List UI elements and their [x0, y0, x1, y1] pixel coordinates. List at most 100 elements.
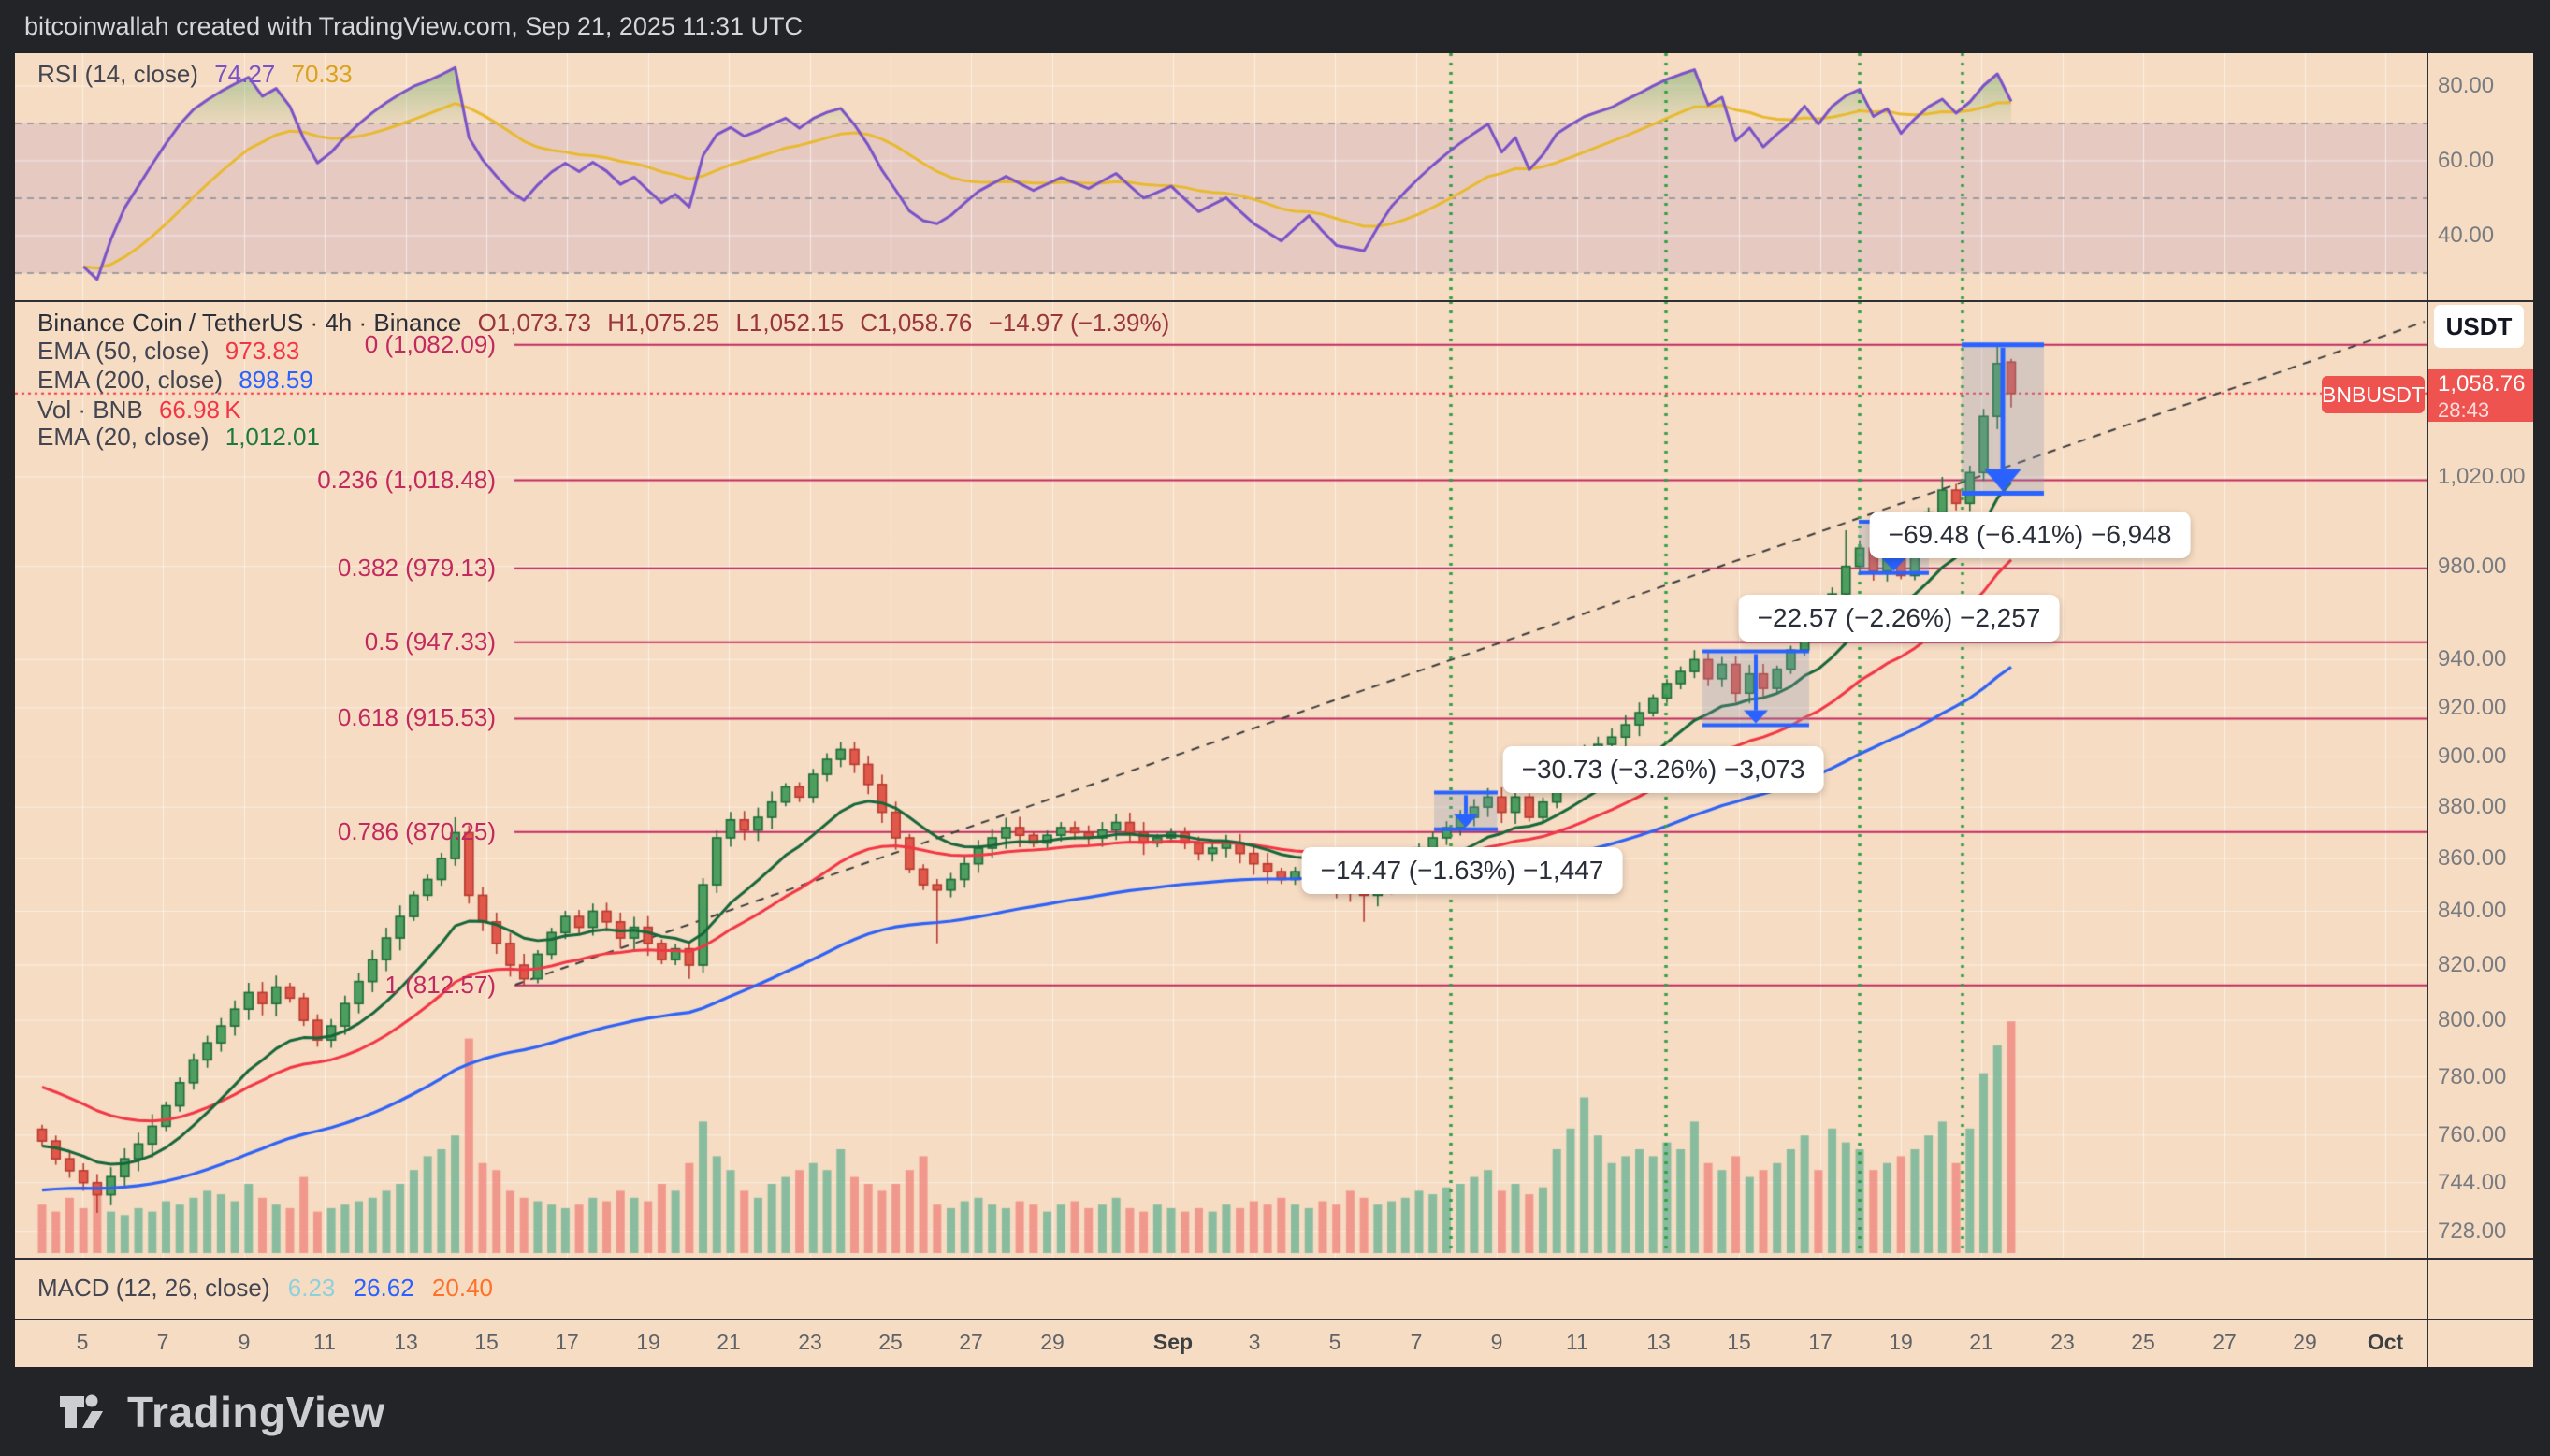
- tradingview-logo-icon[interactable]: [58, 1389, 112, 1435]
- price-axis-tick: 728.00: [2438, 1218, 2507, 1244]
- price-axis-tick: 880.00: [2438, 794, 2507, 820]
- macd-legend[interactable]: MACD (12, 26, close) 6.23 26.62 20.40: [37, 1274, 504, 1303]
- last-price-value: 1,058.76: [2438, 371, 2526, 396]
- ema50-value: 973.83: [225, 337, 300, 365]
- ema20-legend[interactable]: EMA (20, close) 1,012.01: [37, 423, 329, 452]
- price-pane-canvas[interactable]: [15, 301, 2427, 1258]
- ohlc-open: O1,073.73: [477, 309, 591, 337]
- time-axis[interactable]: 5 7 9 11 13 15 17 19 21 23 25 27 29 Sep 3 5 7 9 11 13 15 17 19…: [15, 1319, 2427, 1367]
- rsi-pane-canvas[interactable]: [15, 53, 2427, 301]
- time-axis-tick: 15: [474, 1330, 499, 1354]
- time-axis-tick: 9: [238, 1330, 251, 1354]
- pane-separator[interactable]: [15, 300, 2533, 302]
- macd-label: MACD (12, 26, close): [37, 1274, 270, 1302]
- price-axis-tick: 920.00: [2438, 694, 2507, 720]
- currency-toggle-button[interactable]: USDT: [2434, 305, 2524, 348]
- time-axis-tick: 17: [1808, 1330, 1833, 1354]
- rsi-legend[interactable]: RSI (14, close) 74.27 70.33: [37, 60, 362, 89]
- ohlc-low: L1,052.15: [735, 309, 845, 337]
- ema200-value: 898.59: [239, 366, 313, 394]
- time-axis-tick: 21: [717, 1330, 741, 1354]
- measurement-label: −30.73 (−3.26%) −3,073: [1502, 746, 1824, 793]
- time-axis-tick: 21: [1969, 1330, 1993, 1354]
- ema20-value: 1,012.01: [225, 423, 320, 451]
- ema200-label: EMA (200, close): [37, 366, 223, 394]
- ema50-label: EMA (50, close): [37, 337, 210, 365]
- fib-level-label: 1 (812.57): [384, 970, 496, 999]
- time-axis-tick: 13: [1646, 1330, 1671, 1354]
- time-axis-tick: 19: [1889, 1330, 1913, 1354]
- tradingview-logo-text[interactable]: TradingView: [127, 1387, 385, 1436]
- time-axis-tick: 3: [1248, 1330, 1261, 1354]
- time-axis-tick: 29: [2293, 1330, 2317, 1354]
- time-axis-tick: 7: [156, 1330, 169, 1354]
- time-axis-tick: 23: [798, 1330, 822, 1354]
- rsi-legend-label: RSI (14, close): [37, 60, 198, 88]
- time-axis-tick: 15: [1727, 1330, 1751, 1354]
- attribution-text: bitcoinwallah created with TradingView.c…: [24, 12, 803, 40]
- ema20-label: EMA (20, close): [37, 423, 210, 451]
- rsi-ma-value: 70.33: [291, 60, 353, 88]
- time-axis-tick: 19: [636, 1330, 660, 1354]
- fib-level-label: 0.786 (870.25): [337, 816, 496, 845]
- price-scale[interactable]: USDT 1,058.76 28:43 1,020.00 980.00 940.00…: [2428, 53, 2533, 1367]
- price-axis-tick: 1,020.00: [2438, 464, 2526, 489]
- bar-countdown: 28:43: [2438, 398, 2490, 422]
- ema50-legend[interactable]: EMA (50, close) 973.83: [37, 337, 309, 366]
- price-axis-tick: 840.00: [2438, 898, 2507, 924]
- time-axis-tick: Oct: [2367, 1330, 2404, 1354]
- volume-value: 66.98 K: [158, 396, 241, 424]
- fib-level-label: 0.382 (979.13): [337, 553, 496, 582]
- symbol-price-label: BNBUSDT: [2322, 376, 2425, 413]
- time-axis-tick: 27: [2212, 1330, 2237, 1354]
- time-axis-tick: Sep: [1152, 1330, 1194, 1354]
- fib-level-label: 0.236 (1,018.48): [317, 465, 496, 494]
- pane-separator[interactable]: [15, 1258, 2533, 1260]
- price-axis-tick: 980.00: [2438, 553, 2507, 579]
- price-axis-tick: 900.00: [2438, 743, 2507, 770]
- price-scale-divider: [2427, 53, 2428, 1367]
- ema200-legend[interactable]: EMA (200, close) 898.59: [37, 366, 323, 395]
- price-axis-tick: 940.00: [2438, 646, 2507, 672]
- ohlc-close: C1,058.76: [860, 309, 973, 337]
- symbol-legend[interactable]: Binance Coin / TetherUS · 4h · Binance O…: [37, 309, 1179, 338]
- price-axis-tick: 780.00: [2438, 1063, 2507, 1089]
- volume-legend[interactable]: Vol · BNB 66.98 K: [37, 396, 251, 425]
- time-axis-tick: 11: [313, 1330, 336, 1354]
- time-axis-tick: 7: [1410, 1330, 1423, 1354]
- time-axis-tick: 5: [76, 1330, 89, 1354]
- price-axis-tick: 800.00: [2438, 1007, 2507, 1033]
- time-axis-tick: 5: [1328, 1330, 1341, 1354]
- time-axis-tick: 17: [555, 1330, 579, 1354]
- axis-separator: [15, 1319, 2533, 1320]
- measurement-label: −14.47 (−1.63%) −1,447: [1301, 847, 1623, 894]
- symbol-title: Binance Coin / TetherUS · 4h · Binance: [37, 309, 462, 337]
- ohlc-change: −14.97 (−1.39%): [988, 309, 1170, 337]
- macd-line-value: 26.62: [353, 1274, 414, 1302]
- rsi-axis-tick: 40.00: [2438, 223, 2495, 248]
- rsi-axis-tick: 60.00: [2438, 148, 2495, 173]
- price-axis-tick: 820.00: [2438, 952, 2507, 978]
- price-axis-tick: 760.00: [2438, 1121, 2507, 1147]
- time-axis-tick: 13: [394, 1330, 418, 1354]
- macd-signal-value: 20.40: [431, 1274, 493, 1302]
- time-axis-tick: 9: [1490, 1330, 1503, 1354]
- last-price-tag: 1,058.76 28:43: [2428, 369, 2533, 422]
- price-axis-tick: 744.00: [2438, 1169, 2507, 1195]
- time-axis-tick: 25: [878, 1330, 903, 1354]
- measurement-label: −22.57 (−2.26%) −2,257: [1738, 595, 2060, 642]
- time-axis-tick: 25: [2131, 1330, 2155, 1354]
- fib-level-label: 0 (1,082.09): [364, 329, 496, 358]
- time-axis-tick: 29: [1040, 1330, 1065, 1354]
- rsi-value: 74.27: [214, 60, 276, 88]
- macd-histogram-value: 6.23: [287, 1274, 336, 1302]
- bottom-brand-bar: TradingView: [0, 1367, 2550, 1456]
- time-axis-tick: 11: [1566, 1330, 1588, 1354]
- measurement-label: −69.48 (−6.41%) −6,948: [1869, 512, 2191, 558]
- fib-level-label: 0.618 (915.53): [337, 703, 496, 732]
- time-axis-tick: 27: [959, 1330, 983, 1354]
- price-axis-tick: 860.00: [2438, 845, 2507, 872]
- time-axis-tick: 23: [2050, 1330, 2075, 1354]
- fib-level-label: 0.5 (947.33): [364, 627, 496, 656]
